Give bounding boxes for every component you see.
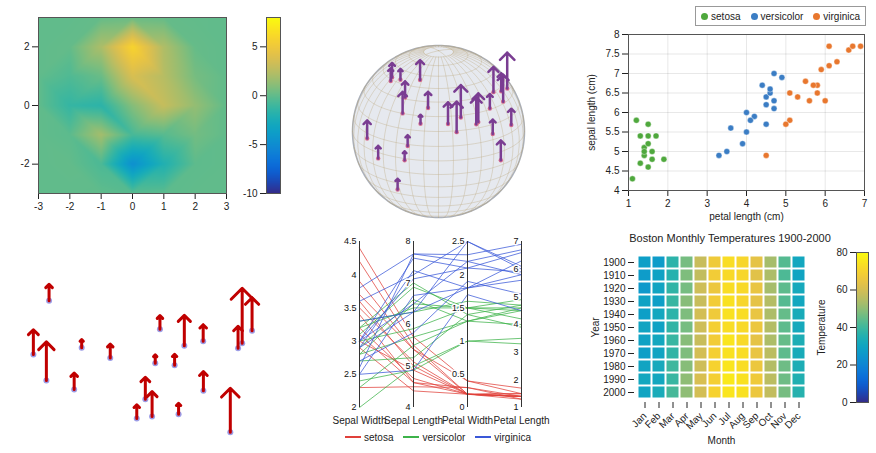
svg-text:1970: 1970 <box>603 348 626 359</box>
html-text:setosa: setosa <box>364 431 394 443</box>
svg-text:7: 7 <box>614 68 620 79</box>
svg-text:0: 0 <box>130 201 136 212</box>
svg-text:0: 0 <box>252 90 258 101</box>
svg-text:2.5: 2.5 <box>344 369 357 379</box>
svg-text:6: 6 <box>513 264 518 274</box>
svg-text:Jun: Jun <box>699 410 719 430</box>
svg-text:2.5: 2.5 <box>452 236 465 246</box>
svg-text:4.5: 4.5 <box>606 165 620 176</box>
svg-text:3: 3 <box>704 198 710 209</box>
svg-text:60: 60 <box>836 284 848 295</box>
svg-text:2: 2 <box>459 270 464 280</box>
svg-text:5.5: 5.5 <box>606 126 620 137</box>
html-text:virginica: virginica <box>823 10 860 22</box>
html-text:versicolor: versicolor <box>760 10 804 22</box>
svg-text:Nov: Nov <box>768 410 789 431</box>
svg-text:Apr: Apr <box>671 410 691 429</box>
svg-text:6: 6 <box>614 107 620 118</box>
svg-text:1900: 1900 <box>603 257 626 268</box>
svg-text:5: 5 <box>513 292 518 302</box>
svg-text:6: 6 <box>822 198 828 209</box>
svg-text:Dec: Dec <box>782 410 802 430</box>
svg-text:4: 4 <box>513 319 518 329</box>
svg-text:Sepal Width: Sepal Width <box>333 415 387 426</box>
svg-text:5: 5 <box>405 361 410 371</box>
svg-text:7: 7 <box>405 278 410 288</box>
svg-text:2: 2 <box>665 198 671 209</box>
svg-text:5: 5 <box>783 198 789 209</box>
svg-text:3: 3 <box>513 347 518 357</box>
svg-text:7: 7 <box>513 236 518 246</box>
svg-text:2: 2 <box>192 201 198 212</box>
svg-text:1960: 1960 <box>603 335 626 346</box>
svg-text:-5: -5 <box>249 139 258 150</box>
svg-text:6.5: 6.5 <box>606 87 620 98</box>
html-text:setosa: setosa <box>711 10 741 22</box>
svg-text:Oct: Oct <box>755 410 775 429</box>
svg-text:1920: 1920 <box>603 283 626 294</box>
svg-text:-2: -2 <box>21 158 30 169</box>
svg-text:May: May <box>683 410 705 432</box>
svg-text:2: 2 <box>513 375 518 385</box>
svg-text:7: 7 <box>862 198 868 209</box>
svg-text:Month: Month <box>708 435 736 446</box>
svg-text:-3: -3 <box>34 201 43 212</box>
svg-text:1.5: 1.5 <box>452 303 465 313</box>
svg-text:1: 1 <box>513 402 518 412</box>
svg-text:7.5: 7.5 <box>606 48 620 59</box>
html-text:virginica: virginica <box>494 431 531 443</box>
svg-text:5: 5 <box>614 146 620 157</box>
svg-text:1940: 1940 <box>603 309 626 320</box>
svg-text:4.5: 4.5 <box>344 236 357 246</box>
svg-text:petal length (cm): petal length (cm) <box>709 211 783 222</box>
svg-text:Mar: Mar <box>656 410 677 431</box>
svg-text:3: 3 <box>351 336 356 346</box>
svg-text:40: 40 <box>836 322 848 333</box>
svg-text:Year: Year <box>590 317 601 338</box>
svg-text:2: 2 <box>24 41 30 52</box>
svg-text:Petal Width: Petal Width <box>442 415 493 426</box>
svg-text:0: 0 <box>842 397 848 408</box>
svg-text:8: 8 <box>614 29 620 40</box>
svg-text:80: 80 <box>836 247 848 258</box>
svg-text:Petal Length: Petal Length <box>493 415 549 426</box>
svg-text:6: 6 <box>405 319 410 329</box>
svg-text:1980: 1980 <box>603 361 626 372</box>
svg-text:Sep: Sep <box>740 410 761 431</box>
svg-text:2: 2 <box>351 402 356 412</box>
svg-text:Jan: Jan <box>629 410 649 430</box>
svg-text:1: 1 <box>161 201 167 212</box>
svg-text:4: 4 <box>614 185 620 196</box>
svg-text:1910: 1910 <box>603 270 626 281</box>
svg-text:-2: -2 <box>65 201 74 212</box>
svg-text:Aug: Aug <box>726 410 747 431</box>
svg-text:1: 1 <box>459 336 464 346</box>
svg-text:sepal length (cm): sepal length (cm) <box>586 74 597 151</box>
html-text:Boston Monthly Temperatures 19: Boston Monthly Temperatures 1900-2000 <box>629 232 831 244</box>
svg-text:Feb: Feb <box>642 410 663 431</box>
svg-text:0.5: 0.5 <box>452 369 465 379</box>
svg-text:1: 1 <box>626 198 632 209</box>
html-text:versicolor: versicolor <box>422 431 466 443</box>
svg-text:-10: -10 <box>243 188 258 199</box>
svg-text:-1: -1 <box>97 201 106 212</box>
svg-text:Jul: Jul <box>715 410 733 428</box>
svg-text:8: 8 <box>405 236 410 246</box>
svg-text:1990: 1990 <box>603 374 626 385</box>
svg-text:Sepal Length: Sepal Length <box>384 415 443 426</box>
svg-text:4: 4 <box>744 198 750 209</box>
svg-text:1930: 1930 <box>603 296 626 307</box>
svg-text:1950: 1950 <box>603 322 626 333</box>
svg-text:0: 0 <box>459 402 464 412</box>
svg-text:3: 3 <box>224 201 230 212</box>
svg-text:20: 20 <box>836 359 848 370</box>
svg-text:4: 4 <box>351 270 356 280</box>
svg-text:2000: 2000 <box>603 387 626 398</box>
svg-text:3.5: 3.5 <box>344 303 357 313</box>
svg-text:5: 5 <box>252 41 258 52</box>
svg-text:Temperature: Temperature <box>816 299 827 356</box>
svg-text:4: 4 <box>405 402 410 412</box>
svg-text:0: 0 <box>24 100 30 111</box>
